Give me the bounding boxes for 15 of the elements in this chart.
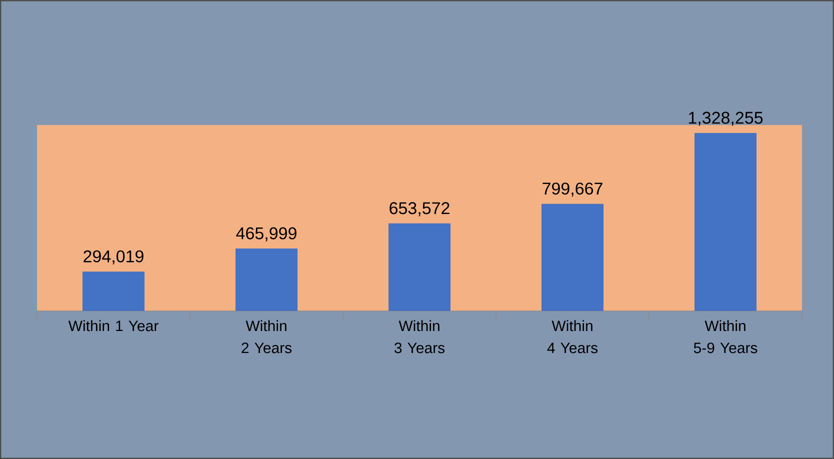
- data-label: 1,328,255: [688, 112, 763, 126]
- data-label: 465,999: [236, 227, 296, 242]
- x-tick-label: Within 4 Years: [547, 320, 598, 354]
- bar: [82, 272, 145, 311]
- bar: [542, 204, 604, 311]
- x-tick-label: Within 3 Years: [394, 320, 445, 354]
- data-label: 799,667: [542, 182, 602, 197]
- data-label: 653,572: [390, 202, 450, 216]
- bar: [694, 132, 757, 311]
- x-tick-label: Within 5-9 Years: [694, 320, 758, 354]
- bar: [388, 223, 451, 311]
- x-tick-label: Within 1 Year: [68, 320, 158, 332]
- x-tick-label: Within 2 Years: [242, 320, 292, 354]
- bar: [236, 248, 298, 311]
- data-label: 294,019: [84, 250, 144, 264]
